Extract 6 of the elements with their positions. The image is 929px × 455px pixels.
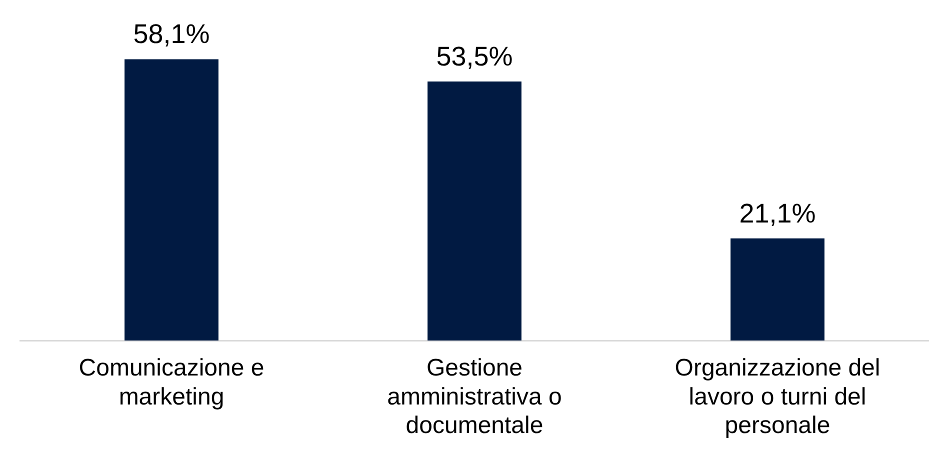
x-tick-label: Comunicazione e marketing	[78, 354, 264, 410]
data-label: 53,5%	[436, 41, 513, 72]
x-tick-label: Organizzazione del lavoro o turni del personale	[674, 354, 880, 440]
data-label: 58,1%	[133, 19, 210, 50]
data-label: 21,1%	[739, 198, 816, 228]
x-tick-label: Gestione amministrativa o documentale	[387, 354, 562, 440]
